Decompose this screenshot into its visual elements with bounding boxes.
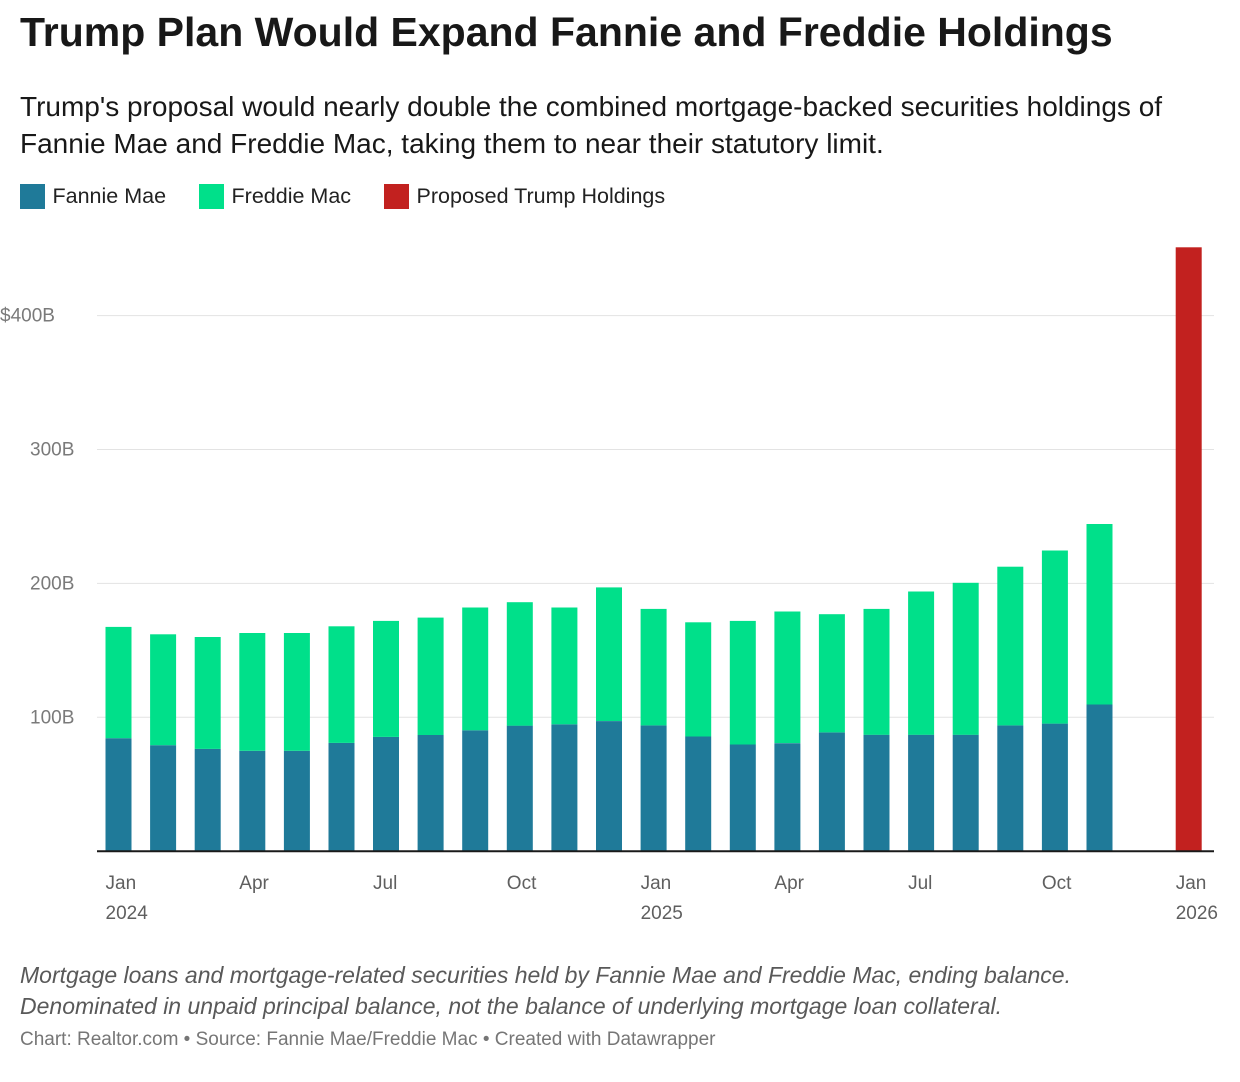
svg-text:Jan: Jan	[1176, 873, 1207, 894]
svg-text:Jul: Jul	[373, 873, 397, 894]
svg-text:Oct: Oct	[1042, 873, 1072, 894]
svg-text:Jan: Jan	[641, 873, 672, 894]
svg-text:Apr: Apr	[774, 873, 804, 894]
svg-text:2025: 2025	[641, 903, 683, 924]
svg-text:Jan: Jan	[106, 873, 137, 894]
svg-text:2026: 2026	[1176, 903, 1218, 924]
svg-text:Apr: Apr	[239, 873, 269, 894]
svg-text:200B: 200B	[30, 573, 74, 594]
svg-text:$400B: $400B	[0, 306, 55, 327]
svg-text:300B: 300B	[30, 440, 74, 461]
svg-text:Jul: Jul	[908, 873, 932, 894]
svg-text:2024: 2024	[106, 903, 149, 924]
svg-text:Oct: Oct	[507, 873, 537, 894]
svg-text:100B: 100B	[30, 707, 74, 728]
